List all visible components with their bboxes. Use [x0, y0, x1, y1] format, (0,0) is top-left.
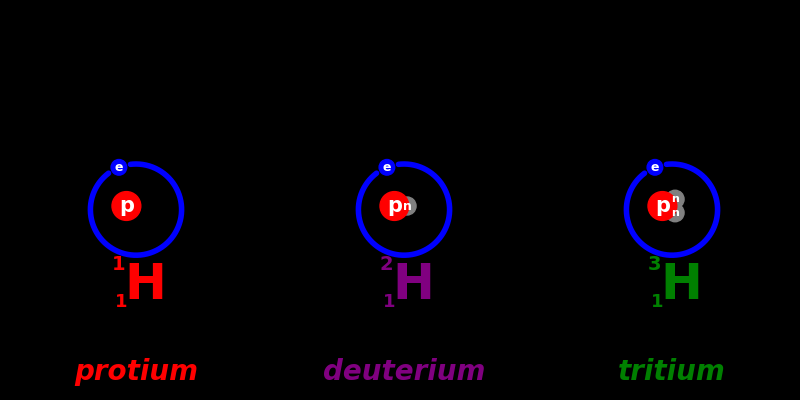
Text: 2: 2 [379, 255, 394, 274]
Text: n: n [671, 208, 679, 218]
Text: n: n [402, 200, 411, 212]
Text: p: p [387, 196, 402, 216]
Circle shape [398, 197, 416, 215]
Circle shape [647, 160, 662, 175]
Text: e: e [650, 161, 659, 174]
Circle shape [648, 192, 677, 220]
Text: p: p [655, 196, 670, 216]
Text: 1: 1 [111, 255, 126, 274]
Text: 1: 1 [115, 293, 128, 311]
Text: H: H [661, 261, 702, 309]
Text: e: e [114, 161, 123, 174]
Text: n: n [671, 194, 679, 204]
Circle shape [112, 192, 141, 220]
Text: 1: 1 [651, 293, 664, 311]
Text: 3: 3 [648, 255, 661, 274]
Text: H: H [393, 261, 434, 309]
Text: protium: protium [74, 358, 198, 386]
Text: p: p [119, 196, 134, 216]
Circle shape [666, 190, 684, 208]
Text: deuterium: deuterium [323, 358, 485, 386]
Circle shape [666, 204, 684, 222]
Text: 1: 1 [383, 293, 396, 311]
Text: H: H [125, 261, 166, 309]
Circle shape [379, 160, 394, 175]
Circle shape [380, 192, 409, 220]
Text: tritium: tritium [618, 358, 726, 386]
Text: e: e [382, 161, 391, 174]
Circle shape [111, 160, 126, 175]
